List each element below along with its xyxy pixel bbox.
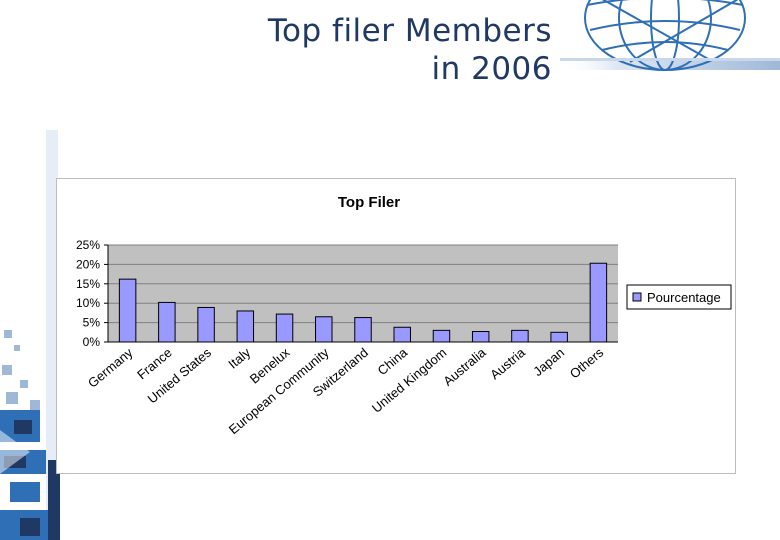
slide-title: Top filer Members in 2006 [268,12,552,88]
y-tick-label: 25% [76,238,100,252]
y-tick-label: 5% [83,316,101,330]
pixel-strip-decoration [0,130,60,540]
x-category-label: Italy [225,344,253,371]
y-tick-label: 10% [76,296,100,310]
bar-switzerland [354,317,372,343]
bar-france [158,301,176,343]
legend-label: Pourcentage [647,290,721,305]
chart-container: Top Filer 0% 5% 10% 15% 20% 25% Germany France… [56,178,736,474]
bar-chart: Top Filer 0%5%10%15%20%25% GermanyFrance… [76,194,732,437]
bar-austria [511,329,529,343]
x-category-label: Germany [85,344,136,390]
slide-title-line-1: Top filer Members [267,13,552,49]
bar-germany [118,278,137,343]
bar-benelux [275,313,294,343]
y-tick-label: 0% [83,335,101,349]
slide-title-line-2: in 2006 [431,51,552,87]
bar-others [589,262,608,343]
y-tick-label: 15% [76,277,100,291]
x-category-label: Austria [487,344,528,382]
x-category-label: Others [567,344,607,381]
bar-european-community [315,316,333,343]
bar-united-states [197,306,215,343]
bar-united-kingdom [432,329,451,343]
bar-china [393,326,411,343]
legend-swatch [632,292,642,302]
y-tick-label: 20% [76,257,100,271]
chart-title: Top Filer [338,194,400,211]
bar-japan [550,331,568,343]
legend: Pourcentage [626,284,732,310]
legend-box [626,284,732,310]
bar-australia [471,331,490,343]
bar-italy [236,310,255,343]
x-category-label: Australia [440,344,489,388]
globe-decoration-icon [560,0,780,71]
x-category-label: Japan [530,345,567,379]
